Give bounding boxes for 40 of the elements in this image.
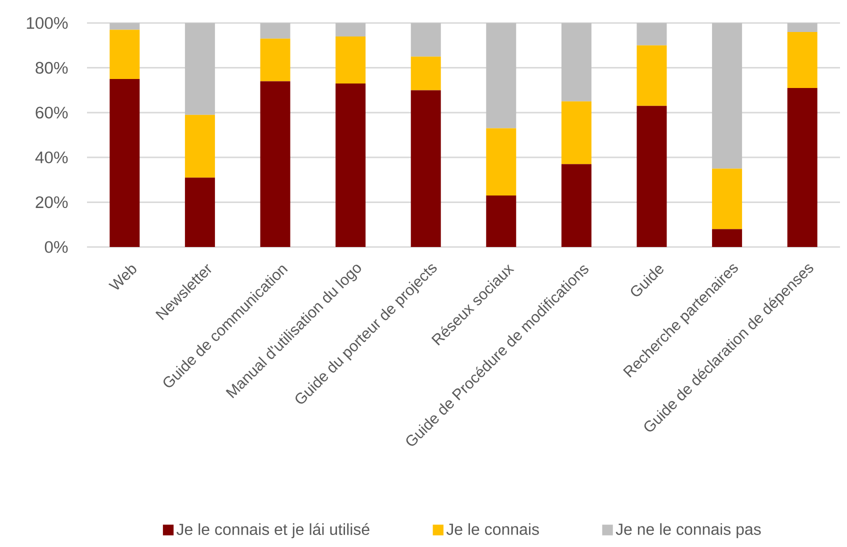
bar xyxy=(636,23,667,46)
bar xyxy=(561,23,592,102)
bar xyxy=(486,23,516,128)
y-tick-label: 100% xyxy=(26,17,68,29)
bar xyxy=(636,106,667,248)
y-tick-label: 60% xyxy=(36,106,68,119)
bar xyxy=(184,178,215,248)
y-tick-label: 20% xyxy=(36,196,68,208)
legend-label: Je le connais et je lái utilisé xyxy=(176,523,370,538)
bar xyxy=(110,30,140,80)
bar xyxy=(410,23,441,57)
bar xyxy=(336,36,366,84)
legend-label: Je le connais xyxy=(446,523,539,535)
y-tick-label: 40% xyxy=(35,152,68,164)
bar xyxy=(184,23,215,115)
bar xyxy=(410,90,441,248)
bar xyxy=(486,195,516,248)
bar xyxy=(712,168,742,230)
bar xyxy=(410,56,441,90)
bar xyxy=(260,23,290,39)
bar xyxy=(260,81,290,248)
bar xyxy=(712,23,742,169)
bar xyxy=(110,23,140,30)
bar xyxy=(336,23,366,36)
bar xyxy=(486,128,516,196)
bar xyxy=(561,164,592,248)
y-tick-label: 0% xyxy=(44,241,68,253)
bar xyxy=(636,45,667,106)
bar xyxy=(336,83,366,248)
bar xyxy=(110,79,140,248)
y-tick-label: 80% xyxy=(36,62,68,74)
bar xyxy=(260,38,290,82)
bar xyxy=(184,114,215,178)
bar xyxy=(787,32,818,88)
x-tick-label: Web xyxy=(108,266,136,290)
bar xyxy=(787,23,818,32)
bar xyxy=(712,229,742,248)
legend-label: Je ne le connais pas xyxy=(616,523,761,538)
bar xyxy=(561,101,592,164)
bar xyxy=(787,88,818,248)
